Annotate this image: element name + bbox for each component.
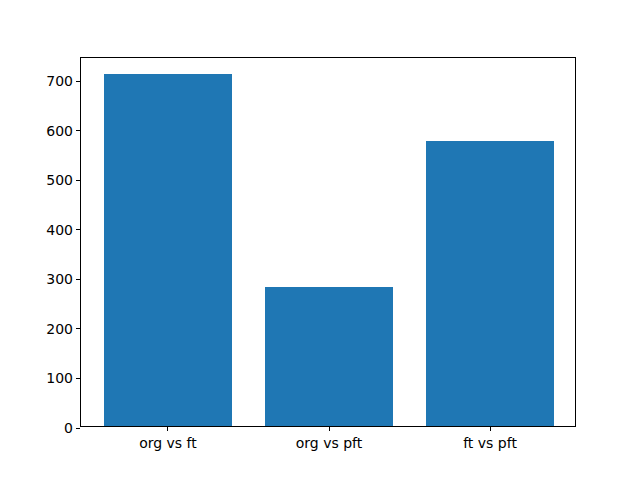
x-tick-label: ft vs pft	[430, 436, 550, 450]
y-tick-mark	[76, 81, 80, 82]
x-tick-label: org vs ft	[108, 436, 228, 450]
x-tick-mark	[167, 427, 168, 431]
y-tick-mark	[76, 279, 80, 280]
y-tick-label: 200	[21, 322, 73, 336]
y-tick-mark	[76, 180, 80, 181]
y-tick-mark	[76, 378, 80, 379]
y-tick-mark	[76, 428, 80, 429]
bar-org-vs-pft	[265, 287, 394, 426]
y-tick-label: 400	[21, 223, 73, 237]
y-tick-mark	[76, 328, 80, 329]
y-tick-label: 300	[21, 272, 73, 286]
x-tick-mark	[329, 427, 330, 431]
x-tick-mark	[490, 427, 491, 431]
bar-org-vs-ft	[104, 74, 233, 426]
bar-ft-vs-pft	[426, 141, 555, 426]
figure: 0 100 200 300 400 500 600 700 org vs ft org vs pf…	[0, 0, 640, 480]
plot-area: 0100200300400500600700org vs ftorg vs pf…	[80, 57, 576, 427]
y-tick-label: 100	[21, 371, 73, 385]
y-tick-mark	[76, 130, 80, 131]
y-tick-mark	[76, 229, 80, 230]
y-tick-label: 700	[21, 74, 73, 88]
y-tick-label: 0	[21, 421, 73, 435]
y-tick-label: 600	[21, 124, 73, 138]
x-tick-label: org vs pft	[269, 436, 389, 450]
y-tick-label: 500	[21, 173, 73, 187]
